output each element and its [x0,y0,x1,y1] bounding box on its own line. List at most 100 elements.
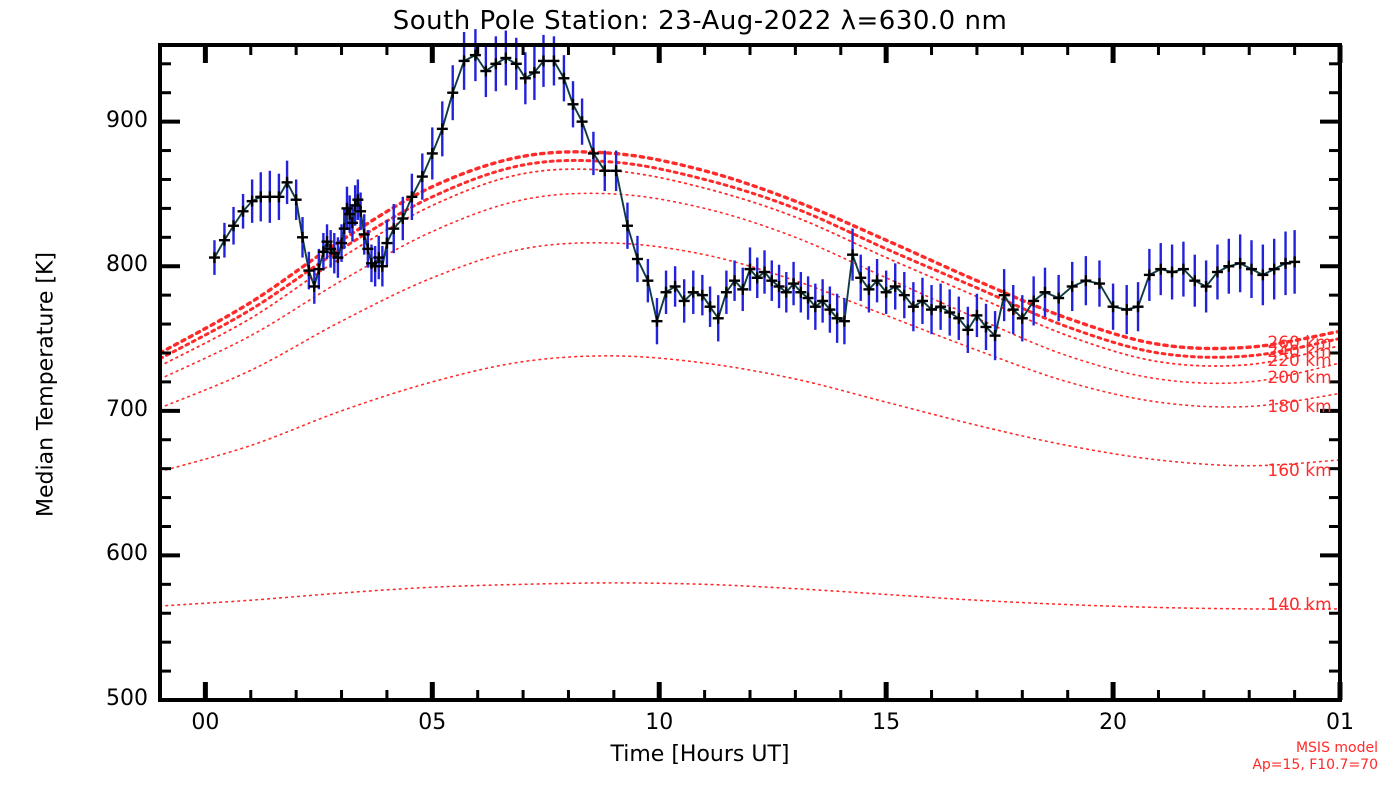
data-point-marker [1246,263,1257,275]
msis-model-line1: MSIS model [1295,740,1378,756]
data-point-marker [447,87,459,99]
data-point-marker [567,98,579,110]
data-point-marker [528,66,540,78]
data-point-marker [208,252,220,264]
data-point-marker [349,200,361,211]
model-curve-200-km [159,192,1341,385]
data-point-marker [935,301,947,313]
data-point-marker [321,236,333,248]
y-axis-tick-label: 500 [106,686,148,711]
data-point-marker [847,249,859,261]
data-point-marker [907,301,919,313]
data-point-marker [780,286,792,298]
model-label-200-km: 200 km [1267,368,1332,388]
model-label-180-km: 180 km [1267,396,1332,417]
data-point-marker [1177,263,1189,275]
data-point-marker [406,191,418,203]
data-point-marker [824,304,836,316]
data-point-marker [1093,278,1105,290]
data-point-marker [971,309,983,321]
data-point-marker [712,312,724,324]
data-point-marker [1016,312,1028,324]
axis-frame-layer [158,43,1343,702]
data-point-marker [246,195,258,207]
data-point-marker [953,312,965,324]
data-point-marker [642,275,654,287]
data-markers-layer [208,49,1301,342]
data-point-marker [397,213,409,225]
data-point-marker [381,237,393,249]
data-point-marker [944,306,956,318]
data-point-marker [469,49,481,61]
model-curves-layer [158,150,1342,610]
data-point-marker [303,265,315,277]
data-point-marker [720,286,732,298]
data-point-marker [1039,286,1051,298]
data-point-marker [281,176,293,188]
data-point-marker [1107,301,1119,313]
data-point-marker [678,295,690,307]
data-point-marker [510,58,522,70]
data-point-marker [916,295,928,307]
data-point-marker [802,292,814,304]
data-point-marker [838,315,850,327]
data-point-marker [926,304,938,316]
data-point-marker [1280,257,1292,269]
data-point-marker [346,217,358,229]
y-axis-tick-label: 900 [106,107,148,133]
data-point-marker [704,301,716,313]
data-point-marker [355,205,367,217]
data-point-marker [831,312,843,324]
data-point-marker [480,65,492,77]
data-point-marker [610,165,622,177]
model-label-220-km: 220 km [1267,350,1332,371]
data-point-marker [1211,266,1223,278]
data-point-marker [744,263,756,275]
x-axis-tick-label: 15 [872,710,901,735]
data-point-marker [1223,260,1235,272]
data-point-marker [426,147,438,159]
data-point-marker [373,252,385,264]
data-point-marker [1080,275,1092,287]
data-point-marker [317,246,329,258]
data-point-marker [1289,256,1301,268]
data-point-marker [388,223,400,235]
data-point-marker [687,286,699,298]
data-point-marker [237,205,249,217]
data-point-marker [1066,280,1078,292]
model-curve-180-km [159,241,1341,409]
data-point-marker [352,194,364,206]
x-axis-tick-label: 10 [645,710,674,735]
data-point-marker [344,208,356,220]
data-point-marker [889,280,901,292]
model-label-160-km: 160 km [1267,460,1332,481]
data-point-marker [1121,304,1133,316]
data-point-marker [788,278,800,290]
model-curve-140-km [159,582,1341,610]
model-label-260-km: 260 km [1267,333,1332,354]
data-point-marker [1132,301,1144,313]
data-point-marker [729,275,741,287]
data-point-marker [696,289,708,301]
data-point-marker [1268,263,1280,275]
data-point-marker [1189,275,1201,287]
x-axis-label: Time [Hours UT] [610,742,790,767]
data-point-marker [980,321,992,333]
y-axis-tick-label: 800 [106,252,148,278]
model-label-240-km: 240 km [1267,341,1332,362]
page-title: South Pole Station: 23-Aug-2022 λ=630.0 … [392,6,1008,36]
data-point-marker [651,315,663,327]
data-point-marker [341,202,353,214]
x-axis-tick-label: 20 [1099,710,1128,735]
axis-frame [158,43,1342,702]
data-point-marker [989,330,1001,342]
data-point-marker [737,283,749,295]
data-point-marker [576,116,588,128]
data-point-marker [1143,269,1155,281]
data-point-marker [880,286,892,298]
data-point-marker [863,283,875,295]
data-point-marker [228,220,240,232]
data-point-marker [759,266,771,278]
